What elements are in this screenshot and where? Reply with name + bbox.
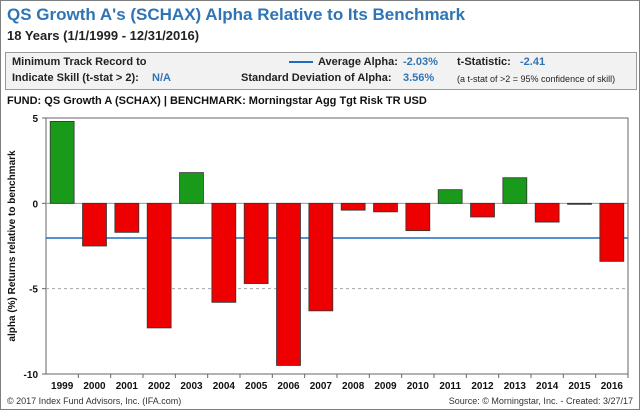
x-tick-label: 2007 [310, 381, 333, 392]
y-axis-label: alpha (%) Returns relative to benchmark [7, 150, 18, 342]
bar-2000 [82, 202, 107, 247]
x-tick-label: 2009 [374, 381, 397, 392]
bar-2003 [179, 172, 204, 204]
x-tick-label: 2002 [148, 381, 171, 392]
x-tick-label: 2013 [504, 381, 527, 392]
x-tick-label: 2005 [245, 381, 268, 392]
bar-2013 [502, 177, 528, 204]
x-tick-label: 2000 [83, 381, 106, 392]
x-tick-label: 2012 [471, 381, 494, 392]
y-tick-label: -5 [29, 285, 38, 296]
bar-2011 [437, 189, 463, 204]
t-statistic-value: -2.41 [520, 56, 546, 68]
bar-2005 [243, 202, 269, 284]
min-track-label-line2: Indicate Skill (t-stat > 2): [12, 72, 139, 84]
std-dev-label: Standard Deviation of Alpha: [241, 72, 392, 84]
bar-2015 [567, 202, 592, 205]
chart-title: QS Growth A's (SCHAX) Alpha Relative to … [7, 5, 466, 24]
x-tick-label: 2008 [342, 381, 365, 392]
min-track-value: N/A [152, 72, 171, 84]
bar-2014 [534, 202, 560, 223]
plot-area [45, 117, 629, 375]
min-track-label-line1: Minimum Track Record to [12, 56, 147, 68]
chart-subtitle: 18 Years (1/1/1999 - 12/31/2016) [7, 28, 200, 43]
x-tick-label: 2001 [116, 381, 139, 392]
bar-2010 [405, 202, 431, 232]
std-dev-value: 3.56% [403, 72, 435, 84]
t-statistic-label: t-Statistic: [457, 56, 511, 68]
x-tick-label: 2010 [407, 381, 430, 392]
bar-1999 [49, 121, 75, 204]
bar-2016 [599, 202, 625, 262]
x-tick-label: 2014 [536, 381, 559, 392]
bar-2002 [146, 202, 172, 329]
x-tick-label: 2016 [601, 381, 624, 392]
y-tick-label: 0 [32, 199, 38, 210]
footer-source: Source: © Morningstar, Inc. - Created: 3… [448, 396, 633, 406]
x-tick-label: 2015 [568, 381, 591, 392]
bar-2007 [308, 202, 334, 312]
bar-2009 [373, 202, 398, 213]
x-tick-label: 2006 [277, 381, 300, 392]
x-tick-label: 2004 [213, 381, 236, 392]
stats-panel: Minimum Track Record to Indicate Skill (… [5, 52, 637, 90]
bar-2008 [340, 202, 366, 211]
y-tick-label: 5 [32, 114, 38, 125]
average-alpha-legend-line [289, 61, 313, 63]
y-tick-label: -10 [24, 370, 39, 381]
average-alpha-label: Average Alpha: [318, 56, 398, 68]
footer-copyright: © 2017 Index Fund Advisors, Inc. (IFA.co… [7, 396, 182, 406]
bar-2006 [276, 202, 301, 366]
bar-2001 [114, 202, 140, 233]
average-alpha-value: -2.03% [403, 56, 438, 68]
x-tick-label: 1999 [51, 381, 74, 392]
bar-2004 [211, 202, 237, 303]
t-stat-note: (a t-stat of >2 = 95% confidence of skil… [457, 74, 616, 84]
x-tick-label: 2003 [180, 381, 203, 392]
alpha-bar-chart: alpha (%) Returns relative to benchmark … [7, 114, 629, 392]
bar-2012 [470, 202, 495, 218]
x-tick-label: 2011 [439, 381, 461, 392]
fund-benchmark-line: FUND: QS Growth A (SCHAX) | BENCHMARK: M… [7, 95, 427, 107]
